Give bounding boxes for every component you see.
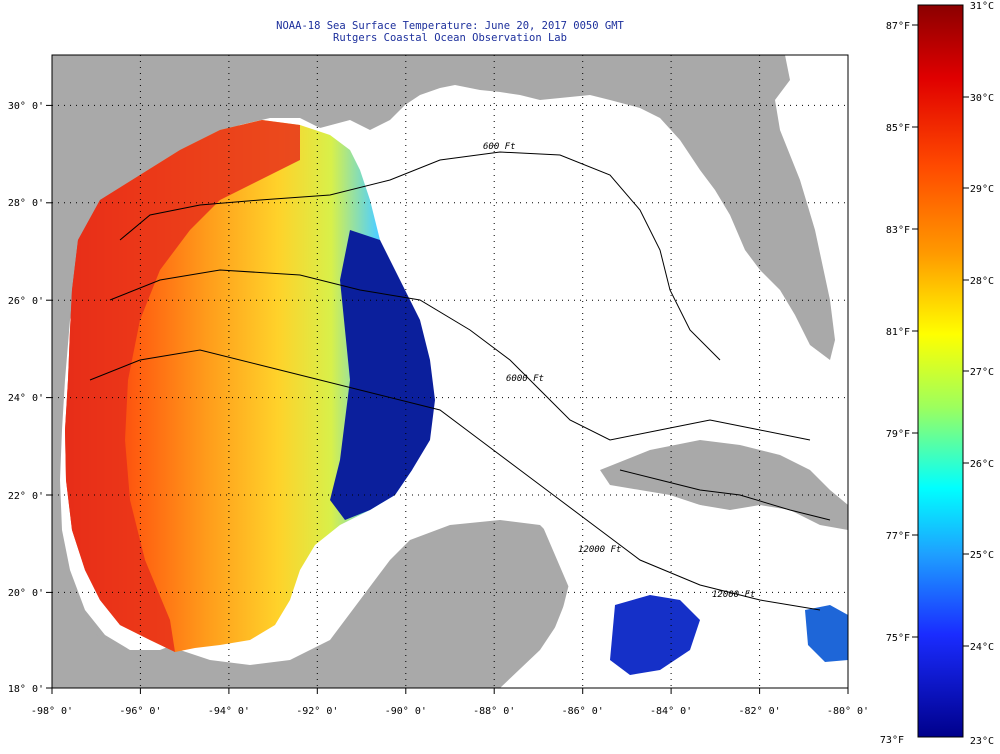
x-tick-label: -90° 0' bbox=[385, 706, 427, 717]
contour-label-12000ft-b: 12000 Ft bbox=[712, 590, 755, 600]
x-tick-label: -82° 0' bbox=[739, 706, 781, 717]
sst-caribbean-patch-east bbox=[805, 605, 848, 662]
colorbar-c-label: 31°C bbox=[970, 1, 994, 12]
grid-lines bbox=[52, 55, 848, 688]
y-tick-label: 28° 0' bbox=[8, 198, 44, 209]
colorbar-c-label: 24°C bbox=[970, 642, 994, 653]
x-tick-label: -84° 0' bbox=[650, 706, 692, 717]
land-mexico bbox=[52, 520, 570, 688]
sst-hot-coastal-band bbox=[65, 120, 300, 652]
colorbar-f-ticks bbox=[912, 24, 918, 638]
colorbar-f-label: 79°F bbox=[886, 429, 910, 440]
colorbar-c-label: 30°C bbox=[970, 93, 994, 104]
x-tick-label: -98° 0' bbox=[31, 706, 73, 717]
x-tick-label: -92° 0' bbox=[296, 706, 338, 717]
y-tick-label: 24° 0' bbox=[8, 393, 44, 404]
sst-cold-east-band bbox=[330, 230, 435, 520]
colorbar-f-label: 85°F bbox=[886, 123, 910, 134]
y-tick-label: 18° 0' bbox=[8, 684, 44, 695]
x-tick-label: -80° 0' bbox=[827, 706, 869, 717]
colorbar bbox=[917, 4, 964, 738]
colorbar-f-label: 73°F bbox=[880, 735, 904, 746]
x-tick-label: -86° 0' bbox=[562, 706, 604, 717]
x-tick-label: -94° 0' bbox=[208, 706, 250, 717]
y-tick-label: 22° 0' bbox=[8, 491, 44, 502]
colorbar-c-ticks bbox=[963, 96, 969, 647]
colorbar-c-label: 28°C bbox=[970, 276, 994, 287]
colorbar-f-label: 87°F bbox=[886, 21, 910, 32]
x-tick-label: -96° 0' bbox=[119, 706, 161, 717]
y-tick-label: 20° 0' bbox=[8, 588, 44, 599]
map-subtitle: Rutgers Coastal Ocean Observation Lab bbox=[333, 32, 567, 44]
colorbar-c-label: 25°C bbox=[970, 550, 994, 561]
colorbar-f-label: 75°F bbox=[886, 633, 910, 644]
bathymetry-contours bbox=[89, 151, 831, 611]
colorbar-f-label: 83°F bbox=[886, 225, 910, 236]
contour-label-600ft: 600 Ft bbox=[483, 142, 516, 152]
y-tick-label: 26° 0' bbox=[8, 296, 44, 307]
axis-tick-marks bbox=[46, 104, 849, 694]
land-us-gulf-coast bbox=[52, 55, 835, 688]
x-tick-label: -88° 0' bbox=[473, 706, 515, 717]
colorbar-c-label: 27°C bbox=[970, 367, 994, 378]
colorbar-f-label: 81°F bbox=[886, 327, 910, 338]
map-title: NOAA-18 Sea Surface Temperature: June 20… bbox=[276, 20, 624, 32]
colorbar-c-label: 26°C bbox=[970, 459, 994, 470]
contour-label-6000ft: 6000 Ft bbox=[506, 374, 544, 384]
colorbar-f-label: 77°F bbox=[886, 531, 910, 542]
map-frame bbox=[51, 54, 849, 689]
colorbar-c-label: 23°C bbox=[970, 736, 994, 747]
contour-label-12000ft-a: 12000 Ft bbox=[578, 545, 621, 555]
colorbar-c-label: 29°C bbox=[970, 184, 994, 195]
y-tick-label: 30° 0' bbox=[8, 101, 44, 112]
nodata-caribbean bbox=[520, 490, 848, 688]
land-cuba bbox=[600, 440, 848, 530]
sst-caribbean-patch bbox=[610, 595, 700, 675]
